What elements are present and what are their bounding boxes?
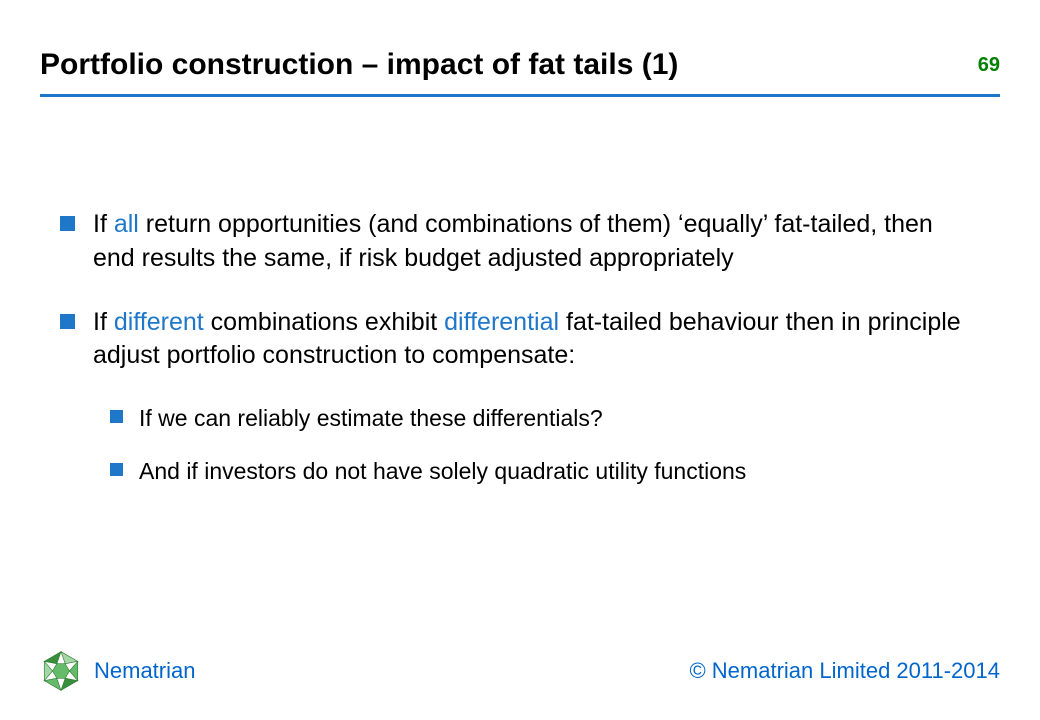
slide-header: Portfolio construction – impact of fat t… <box>40 48 1000 105</box>
text-segment: combinations exhibit <box>204 308 444 336</box>
text-segment: If <box>93 308 114 336</box>
sub-bullet-text: If we can reliably estimate these differ… <box>139 403 603 434</box>
slide-body: If all return opportunities (and combina… <box>60 208 980 509</box>
bullet-text: If all return opportunities (and combina… <box>93 208 980 276</box>
copyright-text: © Nematrian Limited 2011-2014 <box>689 658 1000 684</box>
square-bullet-icon <box>110 463 123 476</box>
sub-bullet-text: And if investors do not have solely quad… <box>139 456 746 487</box>
sub-bullet-list: If we can reliably estimate these differ… <box>110 403 980 487</box>
square-bullet-icon <box>60 216 75 231</box>
text-segment: If <box>93 210 114 238</box>
brand-logo-icon <box>40 650 82 692</box>
highlight-word: differential <box>444 308 559 336</box>
page-number: 69 <box>978 54 1000 77</box>
highlight-word: all <box>114 210 139 238</box>
slide-footer: Nematrian © Nematrian Limited 2011-2014 <box>40 650 1000 692</box>
brand-name: Nematrian <box>94 658 195 684</box>
text-segment: return opportunities (and combinations o… <box>93 210 933 272</box>
header-rule <box>40 94 1000 97</box>
square-bullet-icon <box>60 314 75 329</box>
bullet-text: If different combinations exhibit differ… <box>93 306 980 374</box>
sub-bullet-item: And if investors do not have solely quad… <box>110 456 980 487</box>
sub-bullet-item: If we can reliably estimate these differ… <box>110 403 980 434</box>
bullet-item: If all return opportunities (and combina… <box>60 208 980 276</box>
slide: Portfolio construction – impact of fat t… <box>0 0 1040 720</box>
highlight-word: different <box>114 308 204 336</box>
slide-title: Portfolio construction – impact of fat t… <box>40 48 678 81</box>
square-bullet-icon <box>110 410 123 423</box>
bullet-item: If different combinations exhibit differ… <box>60 306 980 374</box>
